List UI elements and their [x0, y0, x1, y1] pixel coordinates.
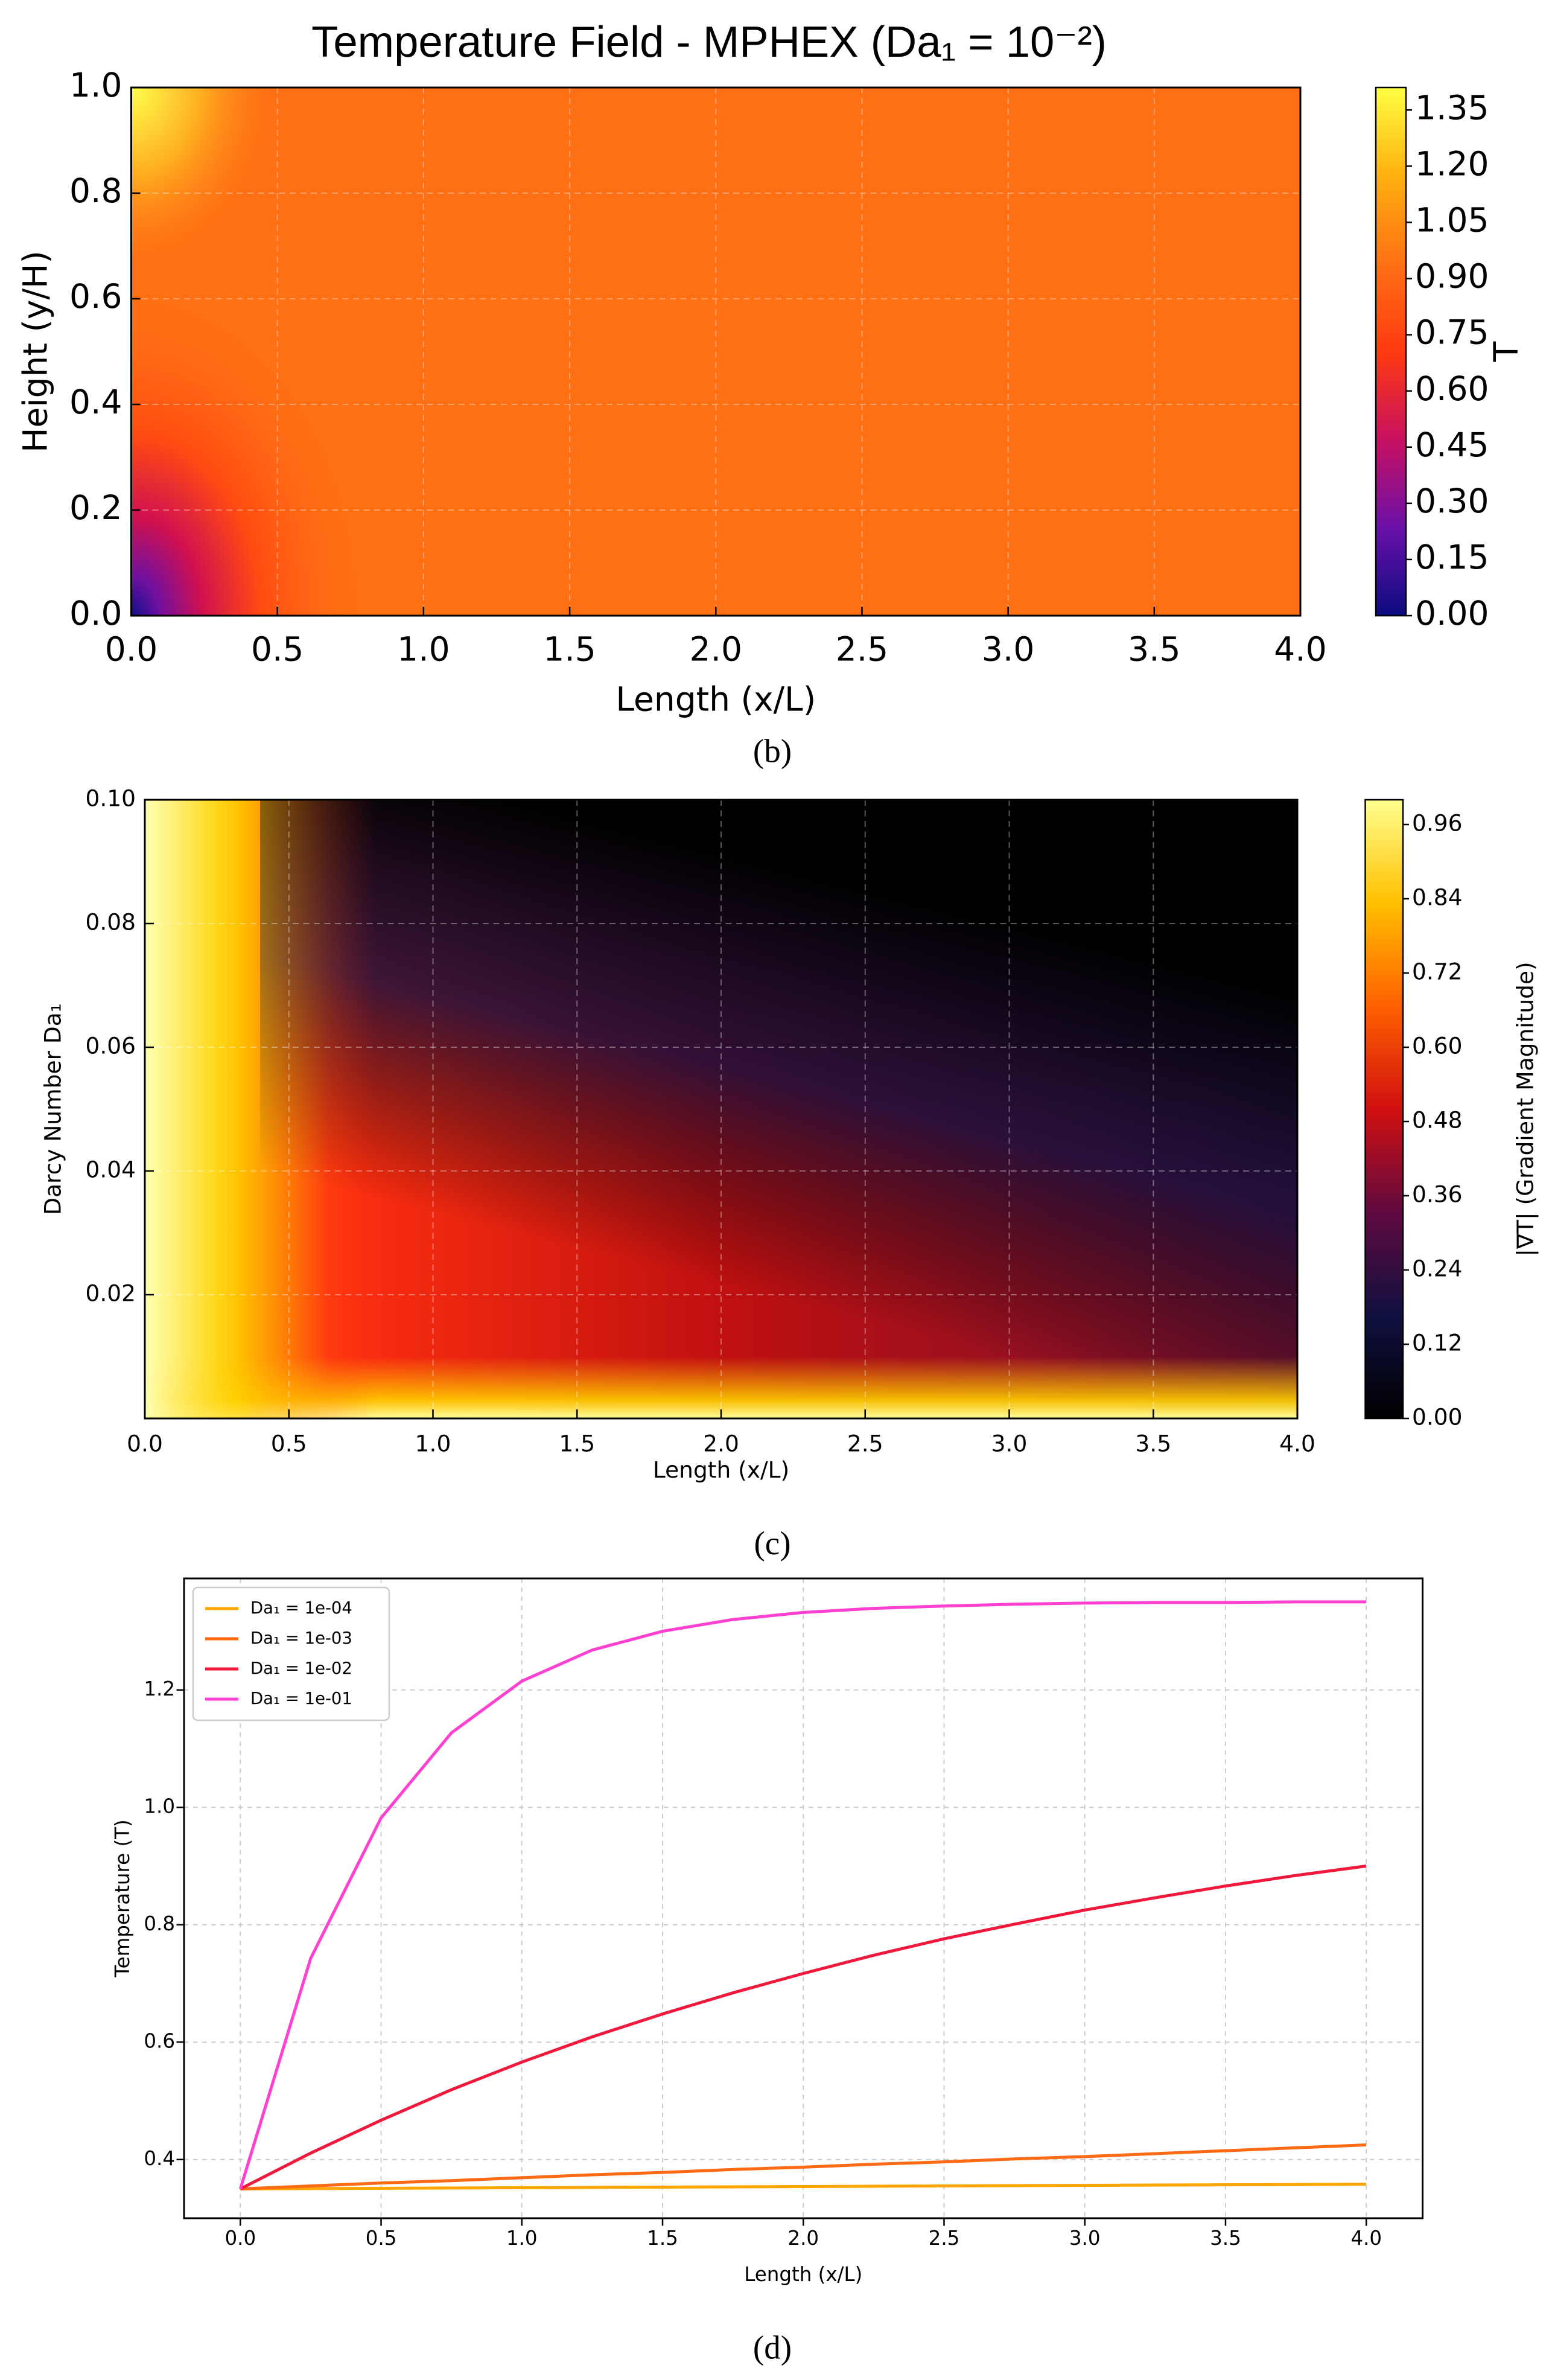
y-tick-label: 0.2 — [69, 488, 122, 527]
x-tick-label: 1.5 — [647, 2227, 678, 2250]
caption: (b) — [753, 733, 792, 770]
colorbar-tick-label: 0.12 — [1412, 1330, 1463, 1356]
x-tick-label: 3.0 — [991, 1430, 1028, 1456]
colorbar-tick-label: 0.60 — [1412, 1033, 1463, 1059]
x-tick-label: 1.0 — [397, 630, 450, 669]
x-tick-label: 0.5 — [251, 630, 304, 669]
x-tick-label: 2.5 — [847, 1430, 883, 1456]
legend-label: Da₁ = 1e-01 — [250, 1689, 352, 1708]
line-series — [240, 1865, 1367, 2190]
colorbar-tick-label: 0.24 — [1412, 1255, 1463, 1282]
plot-frame — [130, 86, 1302, 617]
y-tick-label: 0.4 — [69, 383, 122, 421]
y-tick-label: 0.8 — [144, 1912, 175, 1935]
colorbar — [1364, 799, 1404, 1420]
x-tick-label: 0.5 — [271, 1430, 307, 1456]
line-series — [240, 2143, 1367, 2190]
y-axis-label: Darcy Number Da₁ — [40, 1003, 66, 1215]
colorbar-tick-label: 0.75 — [1415, 313, 1489, 352]
x-tick-label: 1.5 — [543, 630, 596, 669]
x-axis-label: Length (x/L) — [615, 680, 816, 719]
y-tick-label: 0.08 — [86, 909, 136, 936]
y-tick-label: 0.8 — [69, 171, 122, 210]
colorbar-tick-label: 0.96 — [1412, 810, 1463, 837]
colorbar-label: |∇T| (Gradient Magnitude) — [1512, 962, 1539, 1256]
x-tick-label: 1.0 — [506, 2227, 538, 2250]
y-axis-label: Height (y/H) — [16, 250, 55, 453]
colorbar-tick-label: 1.05 — [1415, 201, 1489, 240]
y-tick-label: 0.0 — [69, 594, 122, 633]
x-tick-label: 1.5 — [559, 1430, 595, 1456]
line-series — [238, 1600, 1367, 2190]
plot-frame — [183, 1577, 1423, 2219]
x-tick-label: 2.5 — [836, 630, 888, 669]
legend-label: Da₁ = 1e-03 — [250, 1629, 352, 1648]
y-tick-label: 1.2 — [144, 1677, 175, 1700]
line-series — [240, 2183, 1367, 2190]
legend-label: Da₁ = 1e-04 — [250, 1598, 352, 1618]
y-tick-label: 1.0 — [144, 1795, 175, 1817]
colorbar-tick-label: 0.45 — [1415, 426, 1489, 464]
colorbar-tick-label: 0.60 — [1415, 369, 1489, 408]
colorbar-tick-label: 1.20 — [1415, 144, 1489, 183]
y-tick-label: 0.4 — [144, 2147, 175, 2170]
x-tick-label: 0.0 — [224, 2227, 256, 2250]
x-tick-label: 3.5 — [1128, 630, 1180, 669]
legend-label: Da₁ = 1e-02 — [250, 1659, 352, 1678]
y-tick-label: 0.02 — [86, 1280, 136, 1307]
x-tick-label: 3.5 — [1135, 1430, 1171, 1456]
colorbar-tick-label: 0.84 — [1412, 884, 1463, 911]
x-tick-label: 1.0 — [415, 1430, 451, 1456]
x-tick-label: 2.0 — [787, 2227, 819, 2250]
y-tick-label: 0.6 — [144, 2029, 175, 2052]
plot-frame — [144, 799, 1299, 1420]
legend-box — [192, 1586, 390, 1721]
y-tick-label: 0.10 — [86, 785, 136, 812]
x-tick-label: 3.5 — [1210, 2227, 1241, 2250]
x-tick-label: 4.0 — [1274, 630, 1326, 669]
x-tick-label: 2.5 — [929, 2227, 960, 2250]
x-tick-label: 2.0 — [703, 1430, 739, 1456]
x-tick-label: 0.0 — [105, 630, 157, 669]
y-tick-label: 0.06 — [86, 1033, 136, 1059]
y-tick-label: 0.6 — [69, 277, 122, 316]
x-tick-label: 0.5 — [366, 2227, 397, 2250]
colorbar-tick-label: 0.30 — [1415, 482, 1489, 520]
colorbar-tick-label: 1.35 — [1415, 88, 1489, 127]
x-tick-label: 3.0 — [982, 630, 1034, 669]
colorbar-tick-label: 0.72 — [1412, 959, 1463, 985]
x-axis-label: Length (x/L) — [653, 1456, 789, 1483]
field — [131, 288, 365, 616]
chart-title: Temperature Field - MPHEX (Da₁ = 10⁻²) — [311, 18, 1107, 66]
colorbar-tick-label: 0.90 — [1415, 257, 1489, 296]
x-tick-label: 4.0 — [1279, 1430, 1315, 1456]
colorbar-label: T — [1487, 341, 1525, 362]
field — [144, 800, 375, 1418]
y-tick-label: 1.0 — [69, 66, 122, 104]
x-axis-label: Length (x/L) — [744, 2263, 862, 2286]
colorbar-tick-label: 0.00 — [1415, 594, 1489, 633]
colorbar — [1375, 86, 1407, 617]
caption: (c) — [754, 1525, 790, 1562]
x-tick-label: 3.0 — [1069, 2227, 1101, 2250]
y-axis-label: Temperature (T) — [111, 1819, 134, 1977]
colorbar-tick-label: 0.48 — [1412, 1107, 1463, 1134]
caption: (d) — [753, 2329, 792, 2366]
colorbar-tick-label: 0.36 — [1412, 1181, 1463, 1208]
colorbar-tick-label: 0.15 — [1415, 538, 1489, 576]
x-tick-label: 2.0 — [690, 630, 742, 669]
colorbar-tick-label: 0.00 — [1412, 1404, 1463, 1431]
y-tick-label: 0.04 — [86, 1157, 136, 1183]
x-tick-label: 4.0 — [1350, 2227, 1382, 2250]
x-tick-label: 0.0 — [127, 1430, 163, 1456]
field — [131, 88, 284, 278]
